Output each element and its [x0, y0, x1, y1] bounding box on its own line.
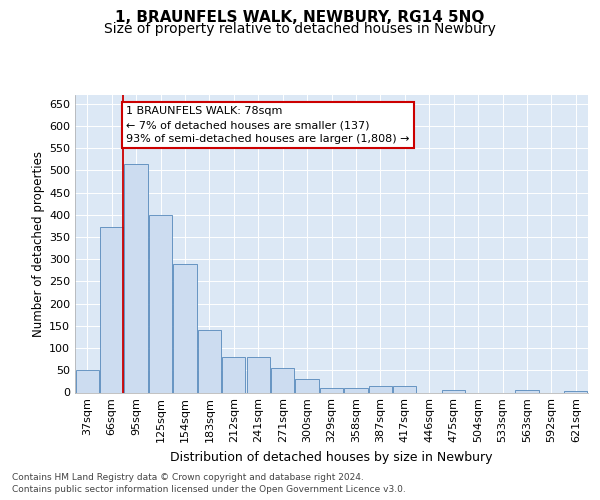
Bar [344, 388, 368, 392]
Bar [564, 391, 587, 392]
Bar [515, 390, 539, 392]
X-axis label: Distribution of detached houses by size in Newbury: Distribution of detached houses by size … [170, 450, 493, 464]
Bar [295, 379, 319, 392]
Text: Contains HM Land Registry data © Crown copyright and database right 2024.: Contains HM Land Registry data © Crown c… [12, 472, 364, 482]
Text: 1 BRAUNFELS WALK: 78sqm
← 7% of detached houses are smaller (137)
93% of semi-de: 1 BRAUNFELS WALK: 78sqm ← 7% of detached… [127, 106, 410, 144]
Bar [442, 390, 465, 392]
Bar [320, 388, 343, 392]
Bar [149, 215, 172, 392]
Bar [198, 330, 221, 392]
Bar [173, 264, 197, 392]
Text: Size of property relative to detached houses in Newbury: Size of property relative to detached ho… [104, 22, 496, 36]
Text: Contains public sector information licensed under the Open Government Licence v3: Contains public sector information licen… [12, 485, 406, 494]
Bar [76, 370, 99, 392]
Bar [222, 357, 245, 392]
Bar [100, 227, 123, 392]
Bar [124, 164, 148, 392]
Y-axis label: Number of detached properties: Number of detached properties [32, 151, 45, 337]
Bar [393, 386, 416, 392]
Bar [369, 386, 392, 392]
Bar [247, 357, 270, 392]
Text: 1, BRAUNFELS WALK, NEWBURY, RG14 5NQ: 1, BRAUNFELS WALK, NEWBURY, RG14 5NQ [115, 10, 485, 25]
Bar [271, 368, 294, 392]
